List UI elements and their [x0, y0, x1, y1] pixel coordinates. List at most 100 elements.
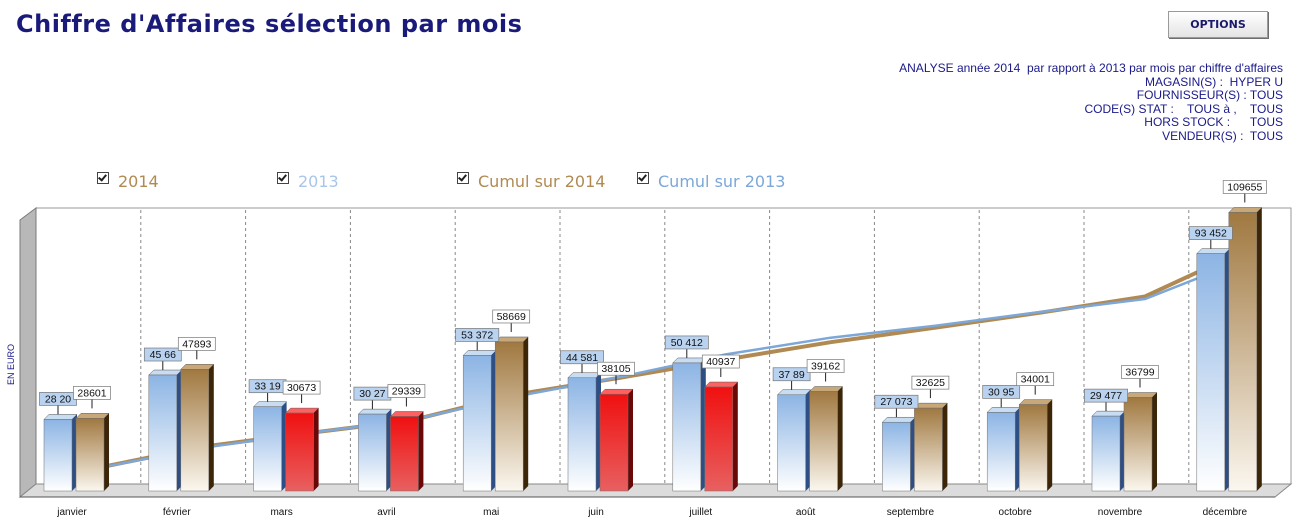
x-tick-label: décembre: [1203, 507, 1248, 518]
bar-2013-top: [986, 407, 1021, 413]
data-label-2013: 93 452: [1195, 228, 1227, 240]
bar-2013-top: [776, 389, 812, 396]
bar-2014[interactable]: [704, 386, 734, 492]
analysis-line-fournisseur: FOURNISSEUR(S) : TOUS: [1136, 88, 1283, 102]
data-label-2014: 40937: [706, 356, 735, 368]
checkbox-checked-icon[interactable]: [277, 172, 289, 184]
bar-2013[interactable]: [672, 362, 702, 492]
data-label-2013: 53 372: [461, 329, 493, 341]
bar-2013[interactable]: [567, 377, 597, 492]
analysis-line-code-stat: CODE(S) STAT : TOUS à , TOUS: [1084, 101, 1284, 116]
data-label-2014-box: [73, 386, 111, 400]
bar-2014-side: [418, 411, 424, 491]
data-label-2013: 27 073: [880, 396, 912, 408]
bar-2014-side: [1256, 207, 1262, 491]
bar-2013-top: [567, 372, 602, 379]
data-label-2013: 50 412: [671, 337, 703, 349]
checkbox-checked-icon[interactable]: [457, 172, 469, 184]
legend-item-2014[interactable]: 2014: [97, 170, 159, 192]
analysis-line-hors-stock: HORS STOCK : TOUS: [1144, 115, 1283, 129]
bar-2013-top: [357, 408, 393, 415]
bar-2014[interactable]: [494, 341, 524, 492]
bar-2014[interactable]: [1018, 404, 1048, 492]
data-label-2014: 28601: [77, 387, 106, 399]
data-label-2014: 29339: [392, 385, 421, 397]
x-tick-label: mars: [270, 507, 292, 518]
bar-2014-side: [1047, 399, 1053, 491]
bar-2013-top: [881, 416, 917, 423]
bar-2014[interactable]: [599, 393, 629, 492]
data-label-2014: 39162: [811, 361, 840, 373]
bar-2014-side: [208, 364, 214, 491]
data-label-2014-box: [282, 380, 321, 395]
bar-2013[interactable]: [1196, 253, 1226, 492]
bar-2014[interactable]: [1123, 397, 1153, 492]
bar-2013-top: [43, 414, 78, 420]
legend-label-cumul-2013: Cumul sur 2013: [658, 171, 786, 191]
data-label-2014: 38105: [601, 363, 630, 375]
analysis-info: ANALYSE année 2014 par rapport à 2013 pa…: [899, 61, 1284, 143]
legend-item-cumul-2014[interactable]: Cumul sur 2014: [457, 170, 605, 192]
bar-2014-top: [704, 381, 739, 388]
data-label-2014-box: [1222, 180, 1267, 194]
y-axis-label: EN EURO: [6, 344, 16, 385]
bar-2014-side: [837, 386, 843, 491]
bar-2013[interactable]: [43, 419, 73, 492]
bar-2014[interactable]: [285, 412, 314, 492]
bar-2013[interactable]: [1091, 415, 1121, 492]
bar-2013[interactable]: [358, 413, 387, 492]
bar-2014[interactable]: [914, 407, 943, 492]
bar-2014-top: [284, 407, 320, 414]
data-label-2013-box: [1084, 388, 1128, 403]
bar-2013-top: [462, 350, 497, 356]
data-label-2013-box: [874, 394, 919, 409]
x-tick-label: novembre: [1098, 507, 1143, 518]
bar-2013-top: [1196, 248, 1231, 254]
bar-2014-side: [313, 408, 319, 491]
data-label-2014: 30673: [287, 382, 316, 394]
legend-label-2013: 2013: [298, 171, 339, 191]
data-label-2013-box: [143, 347, 182, 362]
x-tick-label: octobre: [999, 507, 1033, 518]
data-label-2013: 44 581: [566, 352, 598, 364]
bar-2014-top: [913, 402, 949, 409]
options-button[interactable]: OPTIONS: [1168, 11, 1268, 38]
data-label-2013: 29 477: [1090, 390, 1122, 402]
bar-2013[interactable]: [882, 421, 911, 492]
bar-2014[interactable]: [75, 418, 105, 492]
bar-2014[interactable]: [809, 391, 838, 492]
analysis-line: ANALYSE année 2014 par rapport à 2013 pa…: [899, 61, 1283, 75]
bar-2013[interactable]: [986, 412, 1016, 492]
x-tick-label: juin: [587, 507, 604, 518]
bar-2013[interactable]: [148, 374, 178, 492]
data-label-2014: 36799: [1125, 367, 1154, 379]
bar-2014-top: [180, 364, 215, 370]
data-label-2013: 30 27: [359, 388, 385, 400]
bar-2014-side: [732, 382, 738, 491]
chart-side-wall: [19, 207, 37, 499]
bar-2014-top: [389, 411, 425, 417]
bar-2014[interactable]: [390, 416, 419, 492]
bar-2014[interactable]: [180, 369, 210, 492]
data-label-2013-box: [1188, 226, 1233, 240]
bar-2013-top: [252, 401, 288, 407]
bar-2013[interactable]: [253, 406, 282, 492]
data-label-2013: 33 19: [254, 381, 280, 393]
bar-2013[interactable]: [777, 394, 806, 492]
bar-2014-top: [1228, 207, 1263, 213]
bar-2014-top: [75, 413, 110, 419]
checkbox-checked-icon[interactable]: [97, 172, 109, 184]
legend-item-cumul-2013[interactable]: Cumul sur 2013: [637, 170, 785, 192]
x-tick-label: février: [163, 507, 191, 518]
data-label-2013: 37 89: [778, 369, 804, 381]
bar-2013[interactable]: [462, 355, 492, 492]
analysis-line-magasin: MAGASIN(S) : HYPER U: [1144, 74, 1283, 89]
data-label-2013-box: [455, 328, 500, 342]
data-label-2014: 34001: [1021, 374, 1050, 386]
checkbox-checked-icon[interactable]: [637, 172, 649, 184]
legend-label-cumul-2014: Cumul sur 2014: [478, 171, 606, 191]
legend-item-2013[interactable]: 2013: [277, 170, 339, 192]
bar-2014[interactable]: [1228, 212, 1258, 492]
data-label-2014-box: [492, 309, 531, 324]
x-tick-label: juillet: [688, 507, 712, 518]
